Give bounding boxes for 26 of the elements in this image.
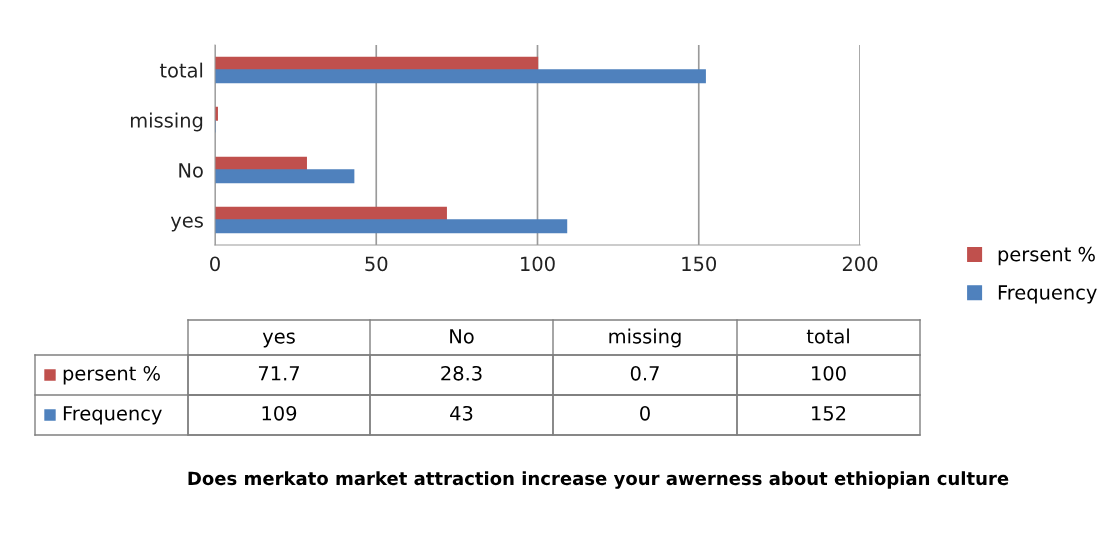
- y-tick-label: yes: [170, 216, 203, 232]
- y-tick-label: total: [159, 62, 203, 78]
- data-label: 109: [262, 405, 297, 421]
- x-tick-label: 0: [210, 256, 220, 272]
- legend-label: Frequency: [63, 406, 162, 425]
- data-label: 28.3: [441, 365, 482, 381]
- category-label: yes: [262, 332, 295, 348]
- data-label: 152: [812, 405, 846, 421]
- legend-label: persent %: [998, 246, 1095, 266]
- x-tick-label: 150: [682, 256, 717, 272]
- x-tick-label: 50: [365, 256, 388, 272]
- category-label: No: [450, 329, 474, 344]
- category-label: total: [806, 328, 849, 344]
- data-label: 71.7: [258, 366, 299, 381]
- y-tick-label: No: [179, 163, 203, 178]
- x-tick-label: 100: [521, 256, 555, 272]
- y-tick-label: missing: [130, 112, 203, 132]
- legend-label: persent %: [63, 365, 160, 385]
- legend-label: Frequency: [998, 285, 1097, 304]
- data-label: 0.7: [630, 365, 659, 381]
- x-tick-label: 200: [842, 256, 878, 272]
- category-label: missing: [609, 328, 681, 348]
- data-label: 100: [812, 365, 846, 381]
- data-label: 43: [450, 405, 473, 421]
- data-label: 0: [640, 405, 650, 421]
- text: Does merkato market attraction increase your awerness about ethiopian culture: [188, 471, 1009, 489]
